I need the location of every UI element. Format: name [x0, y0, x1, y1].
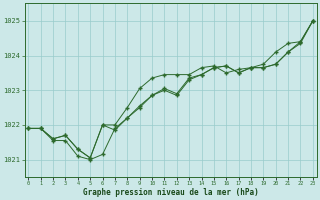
X-axis label: Graphe pression niveau de la mer (hPa): Graphe pression niveau de la mer (hPa) — [83, 188, 259, 197]
